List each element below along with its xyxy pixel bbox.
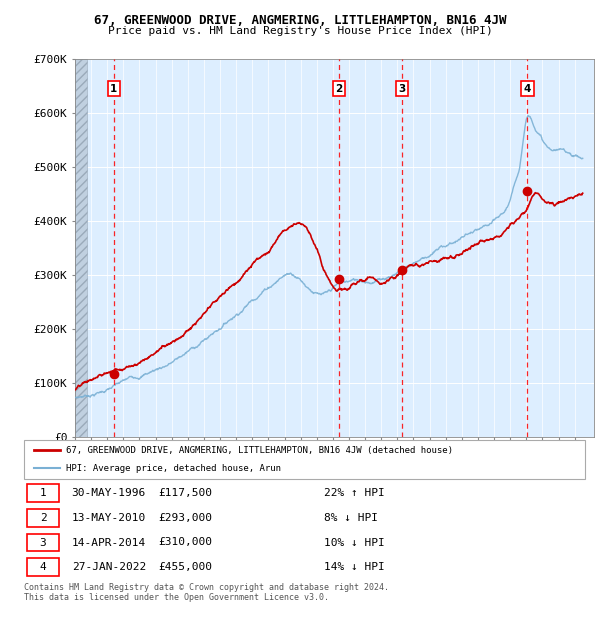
Text: 1: 1: [110, 84, 118, 94]
Text: HPI: Average price, detached house, Arun: HPI: Average price, detached house, Arun: [66, 464, 281, 472]
Text: 27-JAN-2022: 27-JAN-2022: [71, 562, 146, 572]
Text: 4: 4: [524, 84, 531, 94]
FancyBboxPatch shape: [27, 509, 59, 526]
Text: Contains HM Land Registry data © Crown copyright and database right 2024.
This d: Contains HM Land Registry data © Crown c…: [24, 583, 389, 602]
Text: 8% ↓ HPI: 8% ↓ HPI: [324, 513, 378, 523]
Text: 2: 2: [40, 513, 46, 523]
Text: £117,500: £117,500: [158, 488, 212, 498]
Text: 22% ↑ HPI: 22% ↑ HPI: [324, 488, 385, 498]
Text: 2: 2: [335, 84, 343, 94]
FancyBboxPatch shape: [27, 559, 59, 576]
FancyBboxPatch shape: [27, 484, 59, 502]
Text: 14% ↓ HPI: 14% ↓ HPI: [324, 562, 385, 572]
Text: £310,000: £310,000: [158, 538, 212, 547]
FancyBboxPatch shape: [27, 534, 59, 551]
Text: 3: 3: [398, 84, 406, 94]
Bar: [75, 59, 86, 437]
Text: 67, GREENWOOD DRIVE, ANGMERING, LITTLEHAMPTON, BN16 4JW (detached house): 67, GREENWOOD DRIVE, ANGMERING, LITTLEHA…: [66, 446, 453, 454]
Text: 67, GREENWOOD DRIVE, ANGMERING, LITTLEHAMPTON, BN16 4JW: 67, GREENWOOD DRIVE, ANGMERING, LITTLEHA…: [94, 14, 506, 27]
Text: 1: 1: [40, 488, 46, 498]
Text: 10% ↓ HPI: 10% ↓ HPI: [324, 538, 385, 547]
Text: 4: 4: [40, 562, 46, 572]
Text: £455,000: £455,000: [158, 562, 212, 572]
Text: 3: 3: [40, 538, 46, 547]
Text: 30-MAY-1996: 30-MAY-1996: [71, 488, 146, 498]
Text: £293,000: £293,000: [158, 513, 212, 523]
Text: 13-MAY-2010: 13-MAY-2010: [71, 513, 146, 523]
Text: Price paid vs. HM Land Registry's House Price Index (HPI): Price paid vs. HM Land Registry's House …: [107, 26, 493, 36]
Text: 14-APR-2014: 14-APR-2014: [71, 538, 146, 547]
